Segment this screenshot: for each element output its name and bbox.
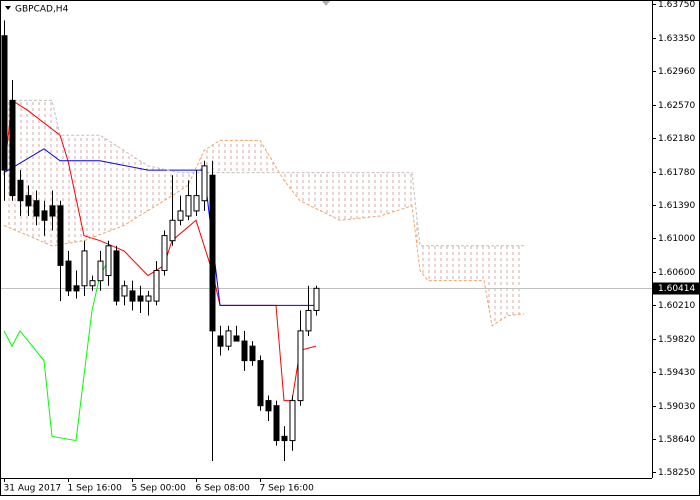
candle-body bbox=[97, 260, 104, 282]
candle-body bbox=[113, 250, 120, 302]
candle-body bbox=[129, 290, 136, 302]
current-price-label: 1.60414 bbox=[658, 284, 695, 294]
candle-body bbox=[201, 165, 208, 202]
y-tick-label: 1.61780 bbox=[658, 168, 695, 178]
candle-body bbox=[9, 99, 16, 197]
current-price-box bbox=[653, 282, 699, 295]
candle-body bbox=[81, 250, 88, 287]
candle-body bbox=[65, 260, 72, 292]
y-tick-label: 1.59430 bbox=[658, 368, 695, 378]
candle-body bbox=[145, 295, 152, 302]
y-tick-label: 1.58640 bbox=[658, 435, 695, 445]
candle-body bbox=[105, 245, 112, 277]
y-tick-label: 1.60600 bbox=[658, 268, 695, 278]
candle-body bbox=[137, 295, 144, 302]
candle-body bbox=[121, 285, 128, 297]
y-tick-label: 1.63350 bbox=[658, 34, 695, 44]
candle-body bbox=[153, 269, 160, 302]
candle-body bbox=[73, 285, 80, 292]
candle-body bbox=[177, 210, 184, 221]
x-tick-label: 7 Sep 16:00 bbox=[260, 484, 315, 494]
y-tick-label: 1.60210 bbox=[658, 301, 695, 311]
cloud-fill bbox=[4, 100, 524, 326]
candle-body bbox=[233, 335, 240, 342]
candle-body bbox=[25, 195, 32, 207]
plot-area bbox=[0, 20, 652, 461]
chart-title: GBPCAD,H4 bbox=[15, 5, 69, 15]
candle-body bbox=[313, 287, 320, 311]
y-tick-label: 1.62180 bbox=[658, 134, 695, 144]
indicator-line bbox=[3, 260, 109, 442]
candle-body bbox=[257, 360, 264, 407]
x-tick-label: 6 Sep 08:00 bbox=[196, 484, 251, 494]
candle-body bbox=[217, 335, 224, 347]
indicator-line bbox=[3, 148, 316, 306]
candle-body bbox=[193, 195, 200, 212]
candle-body bbox=[297, 330, 304, 402]
y-tick-label: 1.59820 bbox=[658, 335, 695, 345]
y-tick-label: 1.63750 bbox=[658, 0, 695, 10]
candle-body bbox=[89, 280, 96, 287]
candle-body bbox=[281, 435, 288, 442]
candle-body bbox=[265, 400, 272, 412]
symbol-menu-arrow[interactable] bbox=[5, 6, 11, 10]
candle-body bbox=[17, 179, 24, 202]
y-tick-label: 1.61390 bbox=[658, 201, 695, 211]
candle-body bbox=[1, 35, 8, 171]
candle-body bbox=[57, 205, 64, 266]
candle-body bbox=[169, 219, 176, 242]
candle-body bbox=[33, 200, 40, 217]
x-tick-label: 31 Aug 2017 bbox=[4, 484, 62, 494]
indicator-line bbox=[3, 139, 525, 327]
y-tick-label: 1.61000 bbox=[658, 234, 695, 244]
scroll-marker bbox=[322, 1, 330, 6]
candle-body bbox=[225, 330, 232, 347]
candle-body bbox=[241, 340, 248, 362]
candle-body bbox=[273, 405, 280, 442]
candle-body bbox=[289, 400, 296, 442]
candle-body bbox=[185, 195, 192, 217]
indicator-line bbox=[4, 99, 524, 247]
candle-body bbox=[209, 174, 216, 332]
x-tick-label: 5 Sep 00:00 bbox=[132, 484, 187, 494]
x-tick-label: 1 Sep 16:00 bbox=[68, 484, 123, 494]
candle-body bbox=[49, 205, 56, 217]
candle-body bbox=[249, 345, 256, 362]
y-tick-label: 1.59030 bbox=[658, 402, 695, 412]
y-tick-label: 1.62570 bbox=[658, 101, 695, 111]
candle-body bbox=[305, 309, 312, 332]
y-tick-label: 1.58250 bbox=[658, 468, 695, 478]
candle-body bbox=[161, 235, 168, 271]
candle-body bbox=[41, 210, 48, 221]
y-tick-label: 1.62960 bbox=[658, 67, 695, 77]
